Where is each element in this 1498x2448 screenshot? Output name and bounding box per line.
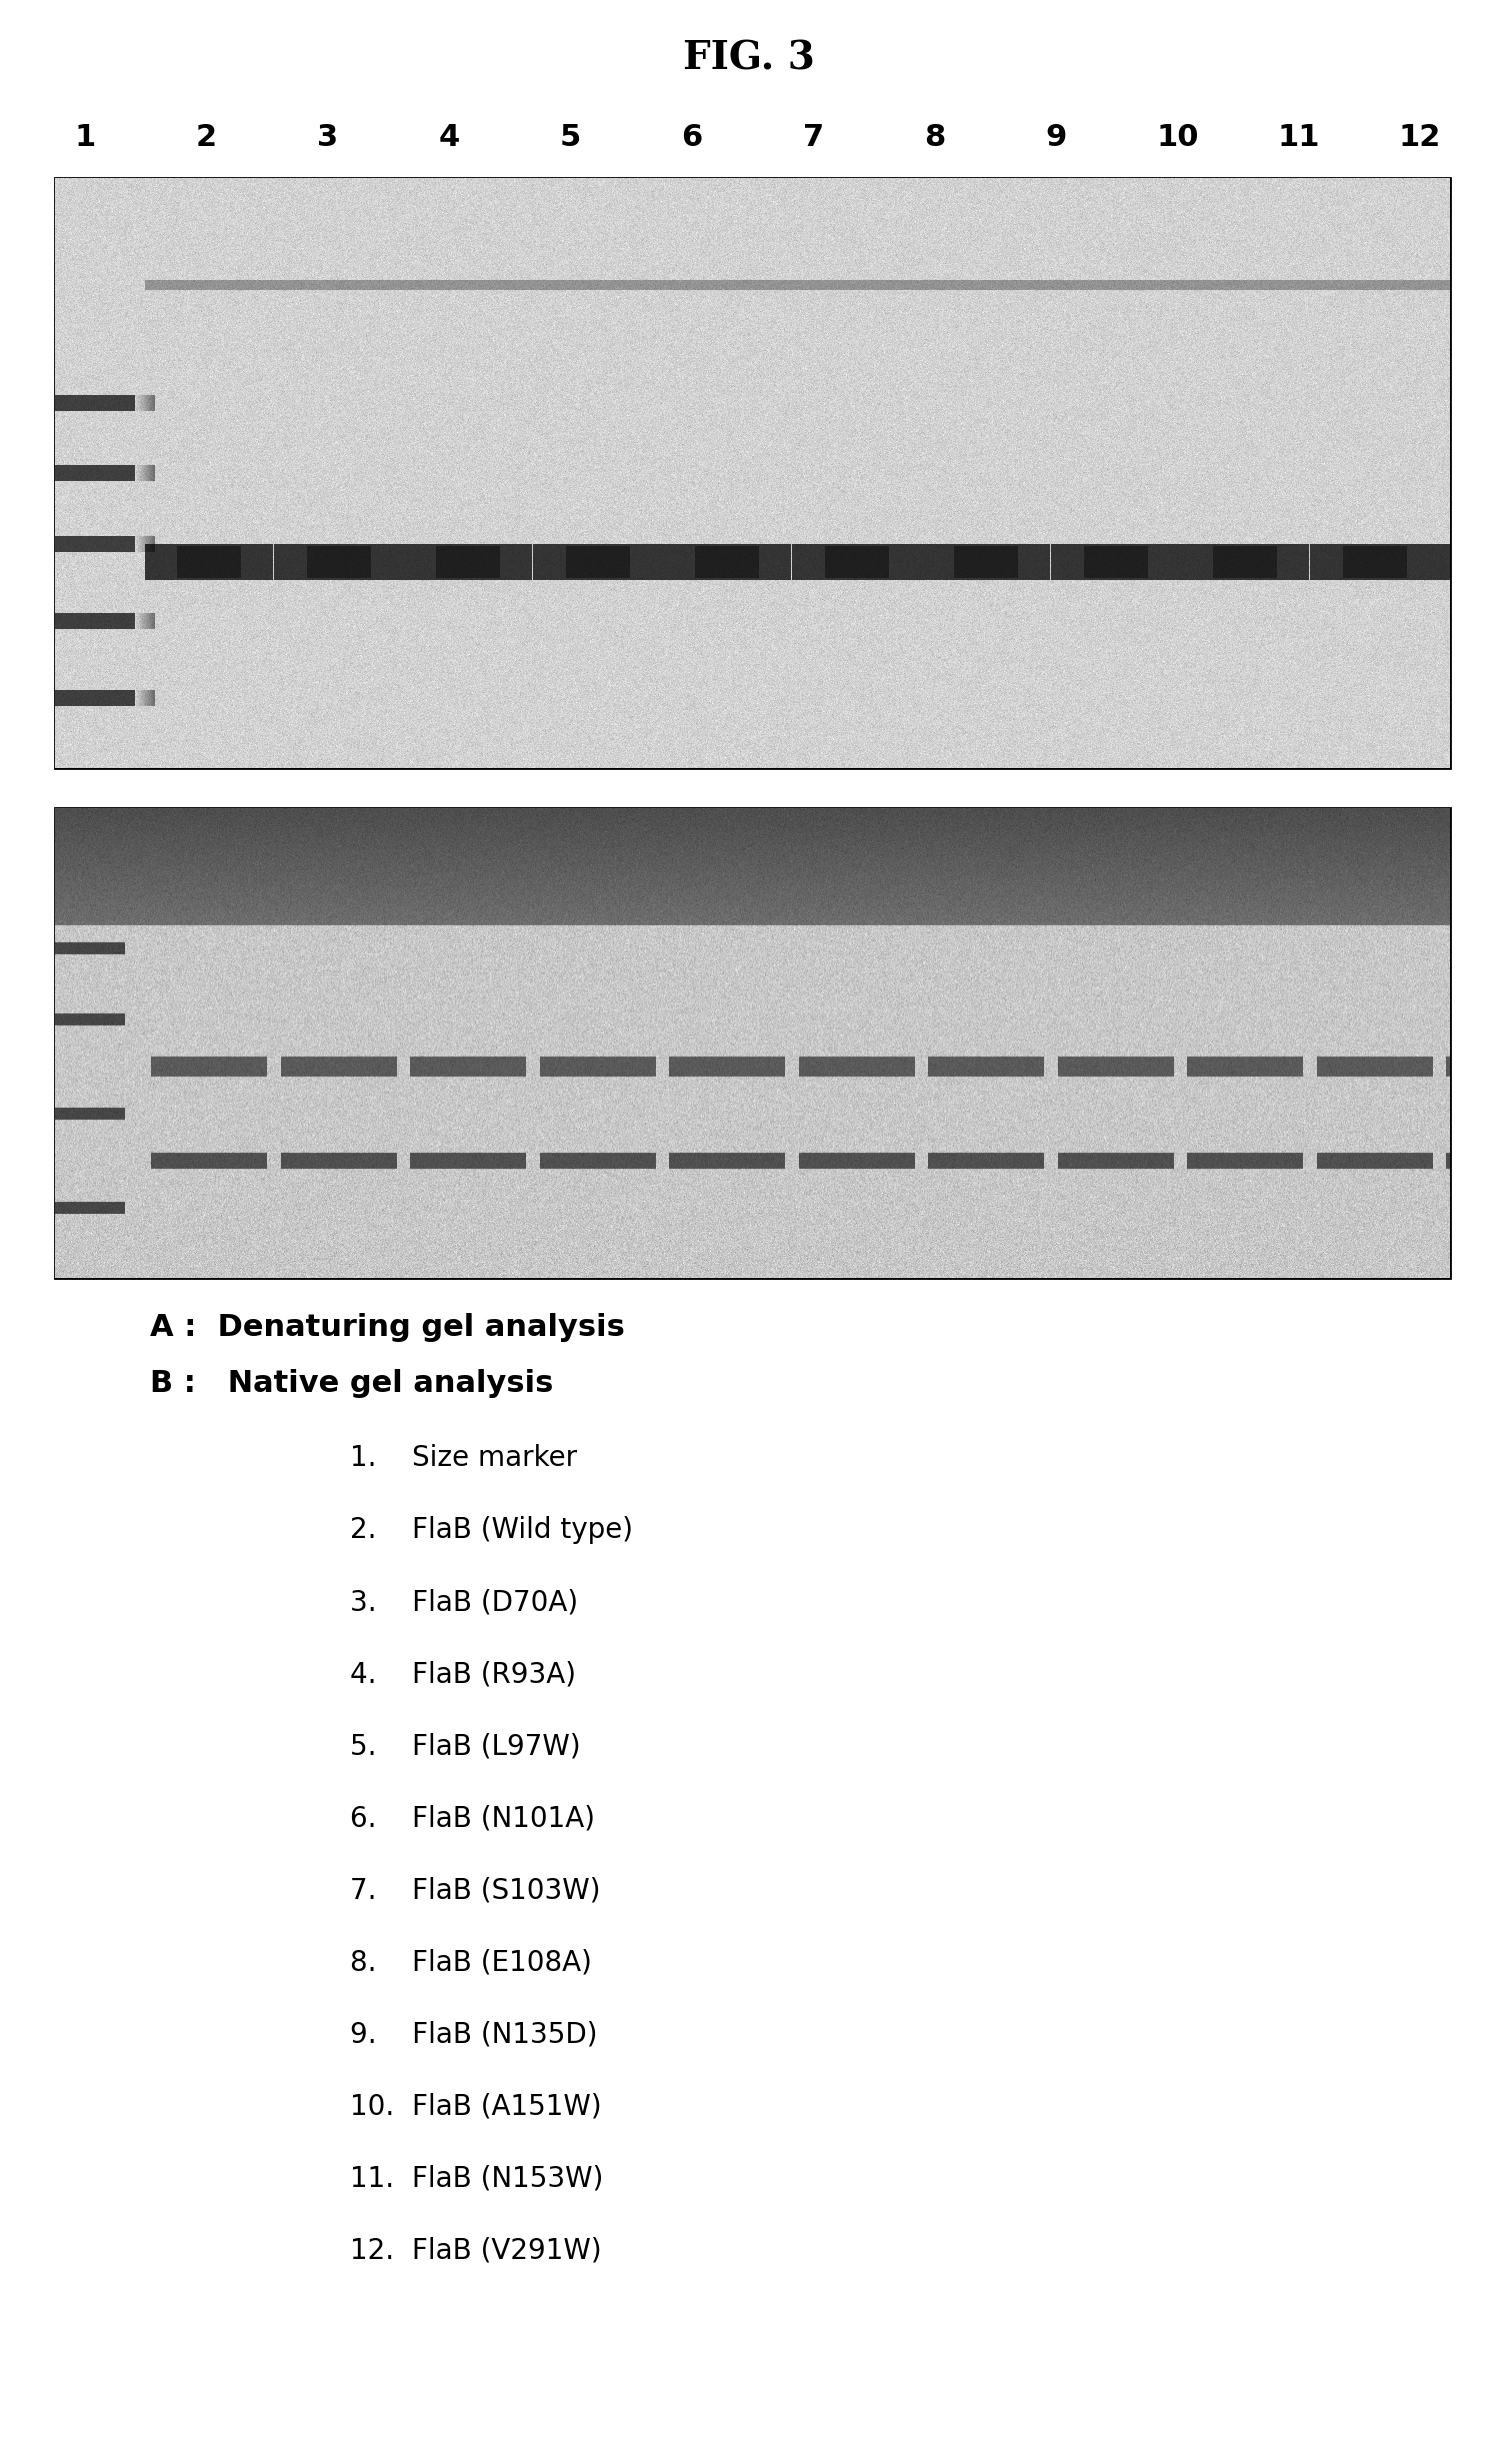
Text: 9: 9 <box>1046 122 1067 152</box>
Text: 8.    FlaB (E108A): 8. FlaB (E108A) <box>351 1949 592 1976</box>
Bar <box>55 808 1450 1278</box>
Text: 10.  FlaB (A151W): 10. FlaB (A151W) <box>351 2093 602 2120</box>
Text: B: B <box>1390 842 1420 881</box>
Text: 5.    FlaB (L97W): 5. FlaB (L97W) <box>351 1733 581 1760</box>
Text: 9.    FlaB (N135D): 9. FlaB (N135D) <box>351 2020 598 2049</box>
Text: 6.    FlaB (N101A): 6. FlaB (N101A) <box>351 1804 595 1831</box>
Text: 7: 7 <box>803 122 824 152</box>
Text: A :  Denaturing gel analysis: A : Denaturing gel analysis <box>150 1315 625 1342</box>
Text: 1.    Size marker: 1. Size marker <box>351 1444 577 1471</box>
Text: 8: 8 <box>924 122 945 152</box>
Text: A: A <box>1390 213 1420 252</box>
Text: 3.    FlaB (D70A): 3. FlaB (D70A) <box>351 1589 578 1616</box>
Text: 4: 4 <box>439 122 460 152</box>
Bar <box>55 179 1450 769</box>
Text: 5: 5 <box>560 122 581 152</box>
Text: B :   Native gel analysis: B : Native gel analysis <box>150 1368 553 1398</box>
Text: 10: 10 <box>1156 122 1198 152</box>
Text: 2: 2 <box>196 122 217 152</box>
Text: 12.  FlaB (V291W): 12. FlaB (V291W) <box>351 2235 602 2264</box>
Text: 1: 1 <box>75 122 96 152</box>
Text: 12: 12 <box>1399 122 1441 152</box>
Text: 7.    FlaB (S103W): 7. FlaB (S103W) <box>351 1875 601 1905</box>
Text: 4.    FlaB (R93A): 4. FlaB (R93A) <box>351 1660 577 1689</box>
Bar <box>55 179 1450 769</box>
Text: FIG. 3: FIG. 3 <box>683 39 815 76</box>
Text: 2.    FlaB (Wild type): 2. FlaB (Wild type) <box>351 1515 634 1545</box>
Text: 11: 11 <box>1278 122 1320 152</box>
Text: 3: 3 <box>318 122 339 152</box>
Text: 11.  FlaB (N153W): 11. FlaB (N153W) <box>351 2164 604 2191</box>
Bar <box>55 808 1450 1278</box>
Text: 6: 6 <box>682 122 703 152</box>
